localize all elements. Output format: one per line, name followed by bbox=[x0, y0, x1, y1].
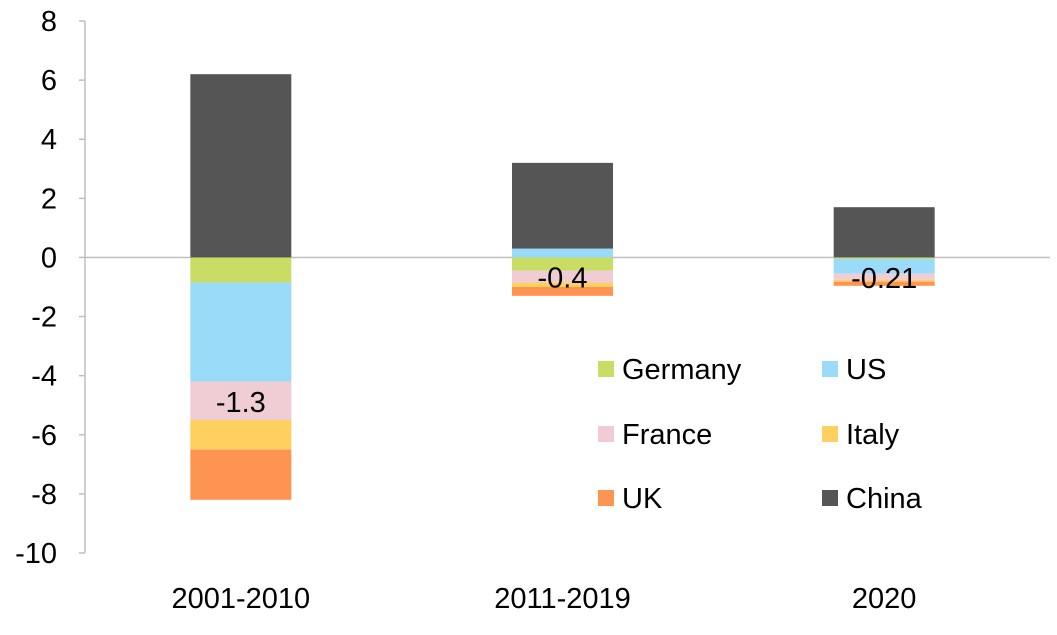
bar-france-2011-2019 bbox=[512, 270, 613, 283]
bar-uk-2020 bbox=[833, 281, 935, 286]
legend-swatch-us bbox=[822, 361, 838, 377]
bar-france-2020 bbox=[833, 273, 935, 280]
bar-us-2001-2010 bbox=[190, 282, 292, 382]
legend: Germany US France Italy UK China bbox=[598, 354, 923, 515]
data-labels: -1.3 -0.4 -0.21 bbox=[216, 263, 917, 419]
legend-label-china: China bbox=[846, 483, 923, 515]
bar-uk-2001-2010 bbox=[190, 449, 292, 500]
legend-swatch-uk bbox=[598, 490, 614, 506]
legend-swatch-france bbox=[598, 426, 614, 442]
legend-label-uk: UK bbox=[622, 483, 663, 515]
y-tick-label: -4 bbox=[31, 361, 57, 393]
bar-china-2001-2010 bbox=[190, 74, 292, 258]
bar-france-2001-2010 bbox=[190, 381, 292, 420]
legend-label-us: US bbox=[846, 354, 886, 386]
legend-label-germany: Germany bbox=[622, 354, 742, 386]
bar-china-2011-2019 bbox=[512, 162, 613, 249]
y-tick-label: -10 bbox=[15, 538, 57, 570]
bar-germany-2011-2019 bbox=[512, 257, 613, 271]
bar-italy-2011-2019 bbox=[512, 282, 613, 287]
legend-label-italy: Italy bbox=[846, 419, 900, 451]
bar-italy-2001-2010 bbox=[190, 420, 292, 450]
legend-swatch-china bbox=[822, 490, 838, 506]
y-tick-label: 4 bbox=[41, 124, 57, 156]
y-tick-label: 0 bbox=[41, 242, 57, 274]
y-tick-label: -2 bbox=[31, 302, 57, 334]
data-label: -0.4 bbox=[538, 263, 588, 295]
bar-us-2020 bbox=[833, 258, 935, 274]
bar-uk-2011-2019 bbox=[512, 287, 613, 296]
y-tick-label: -8 bbox=[31, 479, 57, 511]
axes: 8 6 4 2 0 -2 -4 -6 -8 -10 2001-2010 2011-2019 2020 bbox=[15, 6, 1050, 615]
legend-swatch-germany bbox=[598, 361, 614, 377]
data-label: -0.21 bbox=[851, 263, 917, 295]
y-tick-label: 6 bbox=[41, 65, 57, 97]
bar-germany-2020 bbox=[833, 257, 935, 259]
x-category-label: 2020 bbox=[852, 583, 917, 615]
bar-germany-2001-2010 bbox=[190, 257, 292, 283]
bar-china-2020 bbox=[833, 207, 935, 258]
y-tick-label: -6 bbox=[31, 420, 57, 452]
legend-label-france: France bbox=[622, 419, 712, 451]
legend-swatch-italy bbox=[822, 426, 838, 442]
bar-us-2011-2019 bbox=[512, 248, 613, 258]
x-category-label: 2011-2019 bbox=[494, 583, 631, 615]
bar-italy-2020 bbox=[833, 279, 935, 282]
x-category-label: 2001-2010 bbox=[171, 583, 310, 615]
data-label: -1.3 bbox=[216, 387, 266, 419]
y-tick-label: 2 bbox=[41, 183, 57, 215]
y-tick-label: 8 bbox=[41, 6, 57, 38]
bars bbox=[190, 74, 935, 500]
